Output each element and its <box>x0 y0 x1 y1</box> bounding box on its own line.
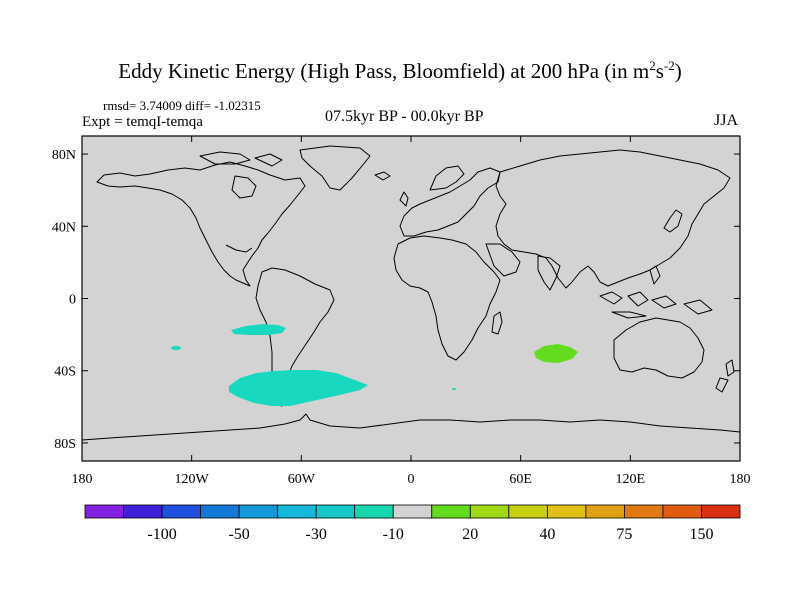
colorbar: -100 -50 -30 -10 20 40 75 150 <box>84 504 741 543</box>
scandinavia-coast <box>429 165 465 191</box>
anomaly-south-atlantic-dot <box>452 388 456 390</box>
experiment-label: Expt = temqI-temqa <box>82 114 203 130</box>
lat-tick-label: 0 <box>69 293 76 308</box>
axis-ticks: 80N 40N 0 40S 80S 180 120W 60W 0 60E 120E 180 <box>52 136 751 487</box>
madagascar-coast <box>491 311 503 335</box>
map-frame <box>81 135 741 462</box>
map-background <box>82 136 740 461</box>
australia-coast <box>613 317 705 379</box>
figure-title: Eddy Kinetic Energy (High Pass, Bloomfie… <box>118 58 682 83</box>
indonesia-coast <box>599 291 623 305</box>
colorbar-label: 75 <box>616 526 632 543</box>
colorbar-box <box>662 504 702 519</box>
colorbar-box <box>238 504 279 519</box>
colorbar-box <box>315 504 356 519</box>
lon-tick-label: 180 <box>730 472 751 487</box>
gulf-of-mexico-coast <box>225 244 253 253</box>
india-coast <box>537 255 561 291</box>
lon-tick-label: 60W <box>288 472 316 487</box>
asia-coast <box>495 149 731 289</box>
lat-tick-label: 40N <box>52 220 76 235</box>
colorbar-box <box>161 504 201 519</box>
lon-tick-label: 120W <box>175 472 210 487</box>
europe-coast <box>399 167 501 237</box>
colorbar-label: -50 <box>228 526 249 543</box>
iceland-coast <box>374 171 391 181</box>
lat-tick-label: 80N <box>52 148 76 163</box>
anomaly-south-pacific-subtropics <box>231 324 286 335</box>
anomaly-regions <box>171 324 578 406</box>
arctic-islands-coast <box>199 151 251 165</box>
lon-tick-label: 0 <box>408 472 415 487</box>
stats-label: rmsd= 3.74009 diff= -1.02315 <box>103 98 261 113</box>
lon-tick-label: 180 <box>72 472 93 487</box>
colorbar-box <box>624 504 664 519</box>
colorbar-box <box>585 504 625 519</box>
colorbar-label: -100 <box>147 526 176 543</box>
new-zealand-coast <box>725 359 735 377</box>
colorbar-label: 20 <box>462 526 478 543</box>
colorbar-box <box>123 504 163 519</box>
colorbar-box <box>469 504 510 519</box>
antarctica-coast <box>81 413 741 441</box>
colorbar-box <box>392 504 433 519</box>
coastlines <box>81 145 741 441</box>
lon-tick-label: 120E <box>616 472 646 487</box>
period-label: 07.5kyr BP - 00.0kyr BP <box>325 108 484 125</box>
lat-tick-label: 80S <box>54 437 76 452</box>
anomaly-south-indian-ocean <box>534 344 578 363</box>
arabia-coast <box>485 243 521 277</box>
colorbar-box <box>200 504 240 519</box>
colorbar-label: 150 <box>689 526 713 543</box>
colorbar-box <box>354 504 394 519</box>
colorbar-box <box>431 504 471 519</box>
lon-tick-label: 60E <box>509 472 532 487</box>
season-label: JJA <box>714 112 739 129</box>
anomaly-southern-ocean-drake <box>229 370 368 406</box>
colorbar-box <box>84 504 124 519</box>
north-america-coast <box>96 161 306 287</box>
africa-coast <box>393 235 501 361</box>
colorbar-box <box>508 504 548 519</box>
colorbar-box <box>546 504 587 519</box>
lat-tick-label: 40S <box>54 365 76 380</box>
greenland-coast <box>299 145 371 191</box>
colorbar-label: 40 <box>539 526 555 543</box>
colorbar-label: -30 <box>306 526 327 543</box>
great-britain-coast <box>399 191 409 207</box>
anomaly-south-pacific-small <box>171 346 181 350</box>
colorbar-box <box>701 504 741 519</box>
colorbar-label: -10 <box>383 526 404 543</box>
japan-coast <box>663 209 683 233</box>
hudson-bay-coast <box>231 175 257 199</box>
colorbar-box <box>277 504 317 519</box>
